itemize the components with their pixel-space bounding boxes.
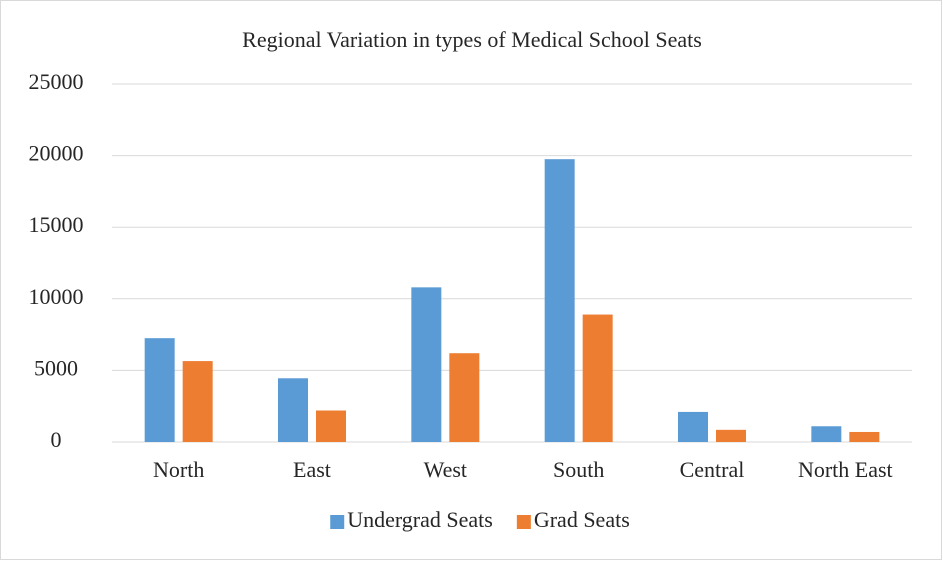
legend-label: Grad Seats <box>534 507 630 532</box>
bar <box>582 314 613 442</box>
bar <box>678 411 708 442</box>
x-tick-label: West <box>424 457 467 482</box>
chart-title: Regional Variation in types of Medical S… <box>242 27 702 52</box>
x-tick-label: North East <box>798 457 893 482</box>
bar <box>449 353 480 442</box>
legend-label: Undergrad Seats <box>347 507 493 532</box>
y-tick-label: 5000 <box>34 355 78 380</box>
y-tick-label: 25000 <box>29 69 84 94</box>
x-tick-label: Central <box>680 457 745 482</box>
x-tick-label: North <box>153 457 204 482</box>
y-tick-label: 20000 <box>29 141 84 166</box>
bar <box>411 287 442 442</box>
y-tick-label: 10000 <box>29 284 84 309</box>
bar <box>316 410 346 442</box>
bar <box>716 429 746 442</box>
x-tick-label: East <box>293 457 331 482</box>
x-tick-label: South <box>553 457 604 482</box>
y-tick-label: 0 <box>51 427 62 452</box>
legend-swatch <box>330 515 345 529</box>
bar <box>278 378 308 442</box>
y-tick-label: 15000 <box>29 212 84 237</box>
bar <box>811 426 842 442</box>
bar <box>544 159 575 442</box>
bar <box>144 338 175 442</box>
legend-swatch <box>516 515 531 529</box>
bar <box>182 361 213 442</box>
bar <box>849 431 880 442</box>
